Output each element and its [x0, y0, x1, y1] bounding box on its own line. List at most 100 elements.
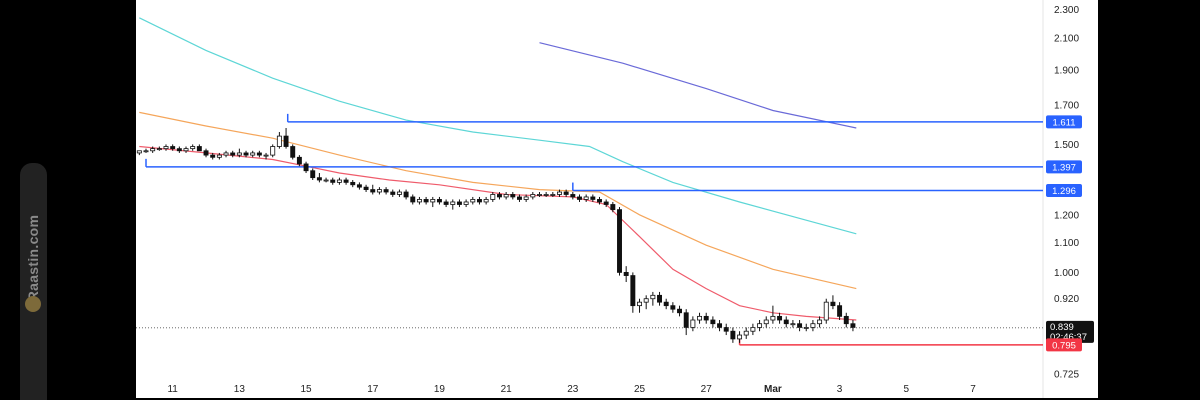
- level-label-0.795: 0.795: [1052, 340, 1076, 351]
- candle: [303, 161, 309, 174]
- candle: [283, 127, 289, 149]
- candle: [216, 152, 222, 160]
- candle: [657, 291, 662, 306]
- candle-body-up: [416, 199, 422, 203]
- candle: [296, 155, 302, 167]
- candle-body-up: [583, 196, 589, 200]
- current-price-badge: [1046, 320, 1094, 343]
- candle-body-down: [423, 199, 429, 203]
- candle-body-up: [697, 315, 703, 321]
- candle: [450, 199, 456, 210]
- candle-body-down: [296, 156, 302, 165]
- candle: [790, 320, 796, 328]
- moving-average-line-1: [139, 17, 857, 235]
- candle: [256, 150, 262, 158]
- candle-body-up: [743, 330, 749, 336]
- candle-body-down: [777, 315, 783, 321]
- candle: [763, 316, 769, 328]
- candle-body-up: [470, 199, 476, 203]
- candle-body-down: [176, 148, 182, 152]
- candle: [383, 187, 389, 195]
- x-tick-label: 11: [167, 384, 178, 395]
- candle: [490, 192, 496, 202]
- candle: [597, 196, 602, 205]
- candle-body-down: [843, 315, 849, 325]
- candle-body-up: [163, 146, 169, 150]
- candle-body-down: [717, 323, 723, 328]
- candle-body-up: [263, 154, 269, 157]
- candle: [416, 196, 422, 205]
- candle-body-down: [703, 315, 709, 321]
- candle: [610, 201, 616, 213]
- candle: [717, 320, 723, 332]
- candle: [150, 146, 156, 153]
- candle: [156, 146, 162, 151]
- candle: [770, 305, 776, 324]
- candle: [703, 312, 709, 324]
- raastin-logo-icon: [25, 296, 41, 312]
- x-tick-label: 7: [970, 384, 976, 395]
- candle-body-down: [383, 189, 389, 193]
- candle: [817, 316, 823, 328]
- candle-body-up: [223, 152, 229, 156]
- right-bezel: [1098, 0, 1200, 400]
- y-tick-label: 1.000: [1054, 268, 1079, 279]
- candle-body-up: [490, 194, 496, 200]
- y-tick-label: 1.100: [1054, 238, 1079, 249]
- candle-body-up: [523, 196, 529, 200]
- candle: [263, 152, 269, 160]
- x-tick-label: 25: [634, 384, 646, 395]
- candle-body-up: [690, 319, 696, 328]
- candle-body-up: [530, 194, 536, 198]
- candle-body-up: [817, 319, 823, 325]
- candle: [410, 194, 416, 205]
- level-badge-1.397: [1046, 160, 1082, 174]
- y-tick-label: 2.300: [1054, 5, 1079, 16]
- candle-body-up: [637, 301, 642, 307]
- candle: [376, 187, 382, 195]
- moving-average-line-2: [139, 111, 857, 290]
- candle: [623, 266, 629, 283]
- candle: [643, 295, 649, 310]
- y-tick-label: 1.500: [1054, 140, 1079, 151]
- x-tick-label: 21: [501, 384, 513, 395]
- candle: [563, 189, 569, 197]
- candle-body-down: [603, 201, 609, 205]
- candle-body-up: [463, 201, 469, 205]
- candle-body-down: [303, 163, 309, 172]
- candle: [270, 144, 276, 158]
- candle: [523, 194, 529, 202]
- candle: [430, 196, 436, 208]
- candle-body-down: [403, 191, 409, 198]
- candle: [223, 150, 229, 158]
- y-tick-label: 0.725: [1054, 369, 1079, 380]
- candle: [510, 192, 516, 200]
- candle: [777, 312, 783, 324]
- candle: [230, 150, 236, 158]
- y-tick-label: 1.700: [1054, 100, 1079, 111]
- candle: [750, 323, 756, 336]
- candle-body-up: [750, 327, 756, 332]
- candle-body-up: [276, 135, 282, 147]
- y-tick-label: 1.900: [1054, 65, 1079, 76]
- candle-body-down: [837, 305, 843, 317]
- candle: [343, 177, 349, 185]
- candle: [456, 199, 462, 208]
- candle-body-down: [343, 179, 349, 183]
- candle: [390, 189, 396, 197]
- candle: [336, 177, 342, 185]
- x-tick-label: 19: [434, 384, 446, 395]
- candle: [250, 150, 256, 158]
- candle-body-down: [517, 196, 522, 200]
- candle: [176, 146, 182, 153]
- x-tick-label: 13: [234, 384, 246, 395]
- candle-body-up: [757, 323, 763, 328]
- candle: [583, 194, 589, 202]
- candle: [850, 320, 856, 332]
- candle: [843, 312, 849, 328]
- candle-body-up: [543, 194, 549, 196]
- x-tick-label: 5: [904, 384, 910, 395]
- candle: [630, 272, 636, 313]
- candle-body-down: [590, 196, 596, 200]
